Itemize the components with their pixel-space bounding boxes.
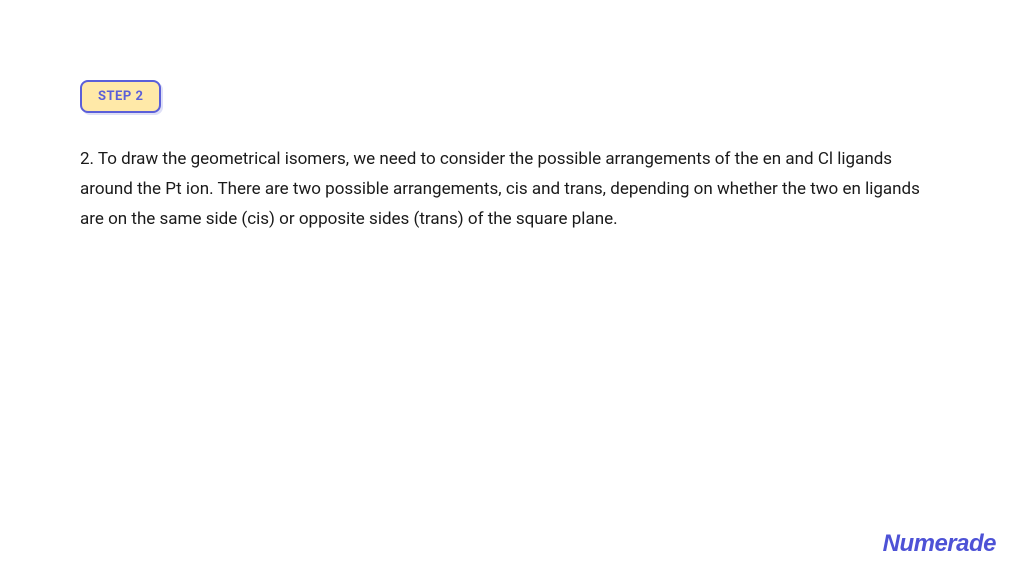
content-area: STEP 2 2. To draw the geometrical isomer… bbox=[0, 0, 1024, 234]
step-badge: STEP 2 bbox=[80, 80, 161, 113]
brand-logo: Numerade bbox=[883, 530, 996, 558]
step-body-text: 2. To draw the geometrical isomers, we n… bbox=[80, 145, 944, 234]
